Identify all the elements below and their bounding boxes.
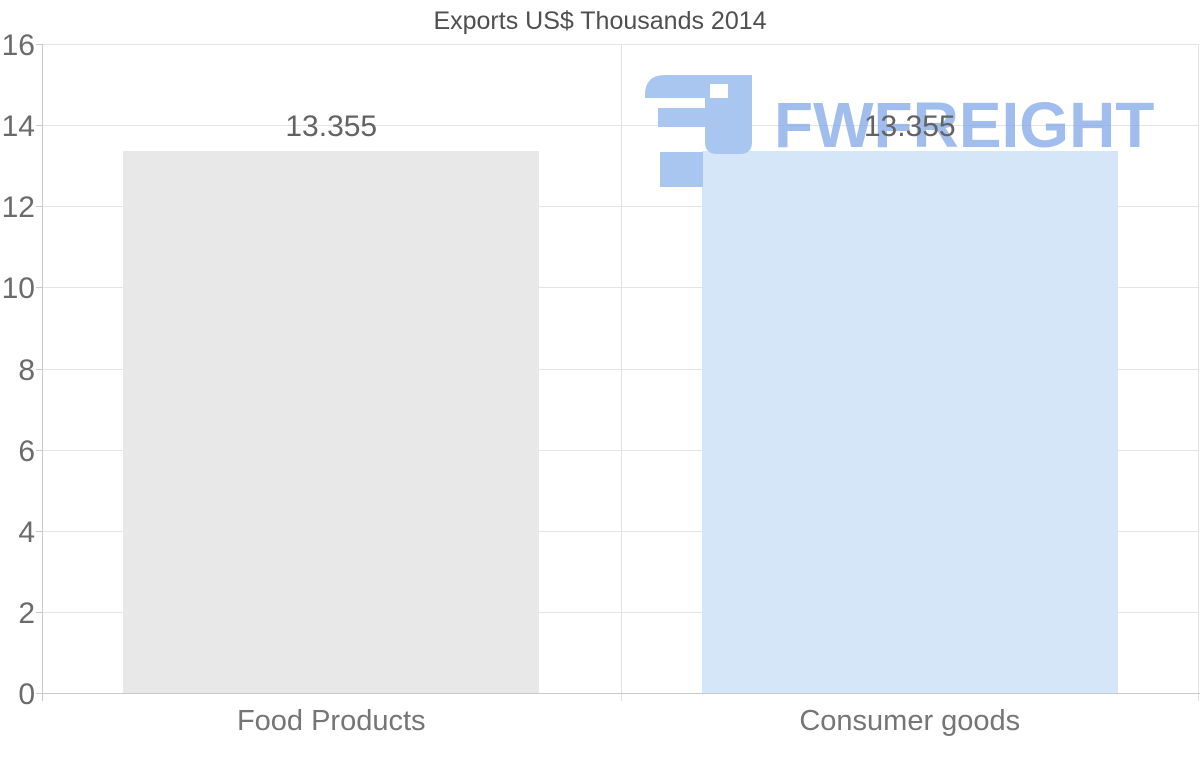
y-tick-mark <box>36 287 42 288</box>
bar-consumer-goods <box>701 151 1118 693</box>
y-tick-label: 4 <box>18 516 35 549</box>
chart-title: Exports US$ Thousands 2014 <box>433 7 767 35</box>
x-axis-line <box>36 693 1200 694</box>
y-tick-mark <box>36 369 42 370</box>
y-axis-line <box>42 44 43 701</box>
y-tick-mark <box>36 450 42 451</box>
y-tick-label: 16 <box>1 29 35 62</box>
y-tick-label: 6 <box>18 435 35 468</box>
x-axis-label: Consumer goods <box>799 705 1021 737</box>
category-boundary-gridline <box>620 44 622 701</box>
y-tick-label: 8 <box>18 354 35 387</box>
bar-food-products <box>123 151 540 693</box>
y-tick-label: 0 <box>18 678 35 711</box>
bar-value-label: 13.355 <box>863 110 956 144</box>
y-tick-label: 2 <box>18 597 35 630</box>
plot-right-gridline <box>1198 44 1199 701</box>
bar-value-label: 13.355 <box>285 110 378 144</box>
x-axis-label: Food Products <box>236 705 426 737</box>
y-tick-mark <box>36 612 42 613</box>
y-tick-mark <box>36 44 42 45</box>
y-tick-label: 14 <box>1 110 35 143</box>
y-tick-label: 12 <box>1 191 35 224</box>
y-tick-mark <box>36 206 42 207</box>
y-tick-mark <box>36 531 42 532</box>
y-tick-label: 10 <box>1 272 35 305</box>
y-tick-mark <box>36 125 42 126</box>
